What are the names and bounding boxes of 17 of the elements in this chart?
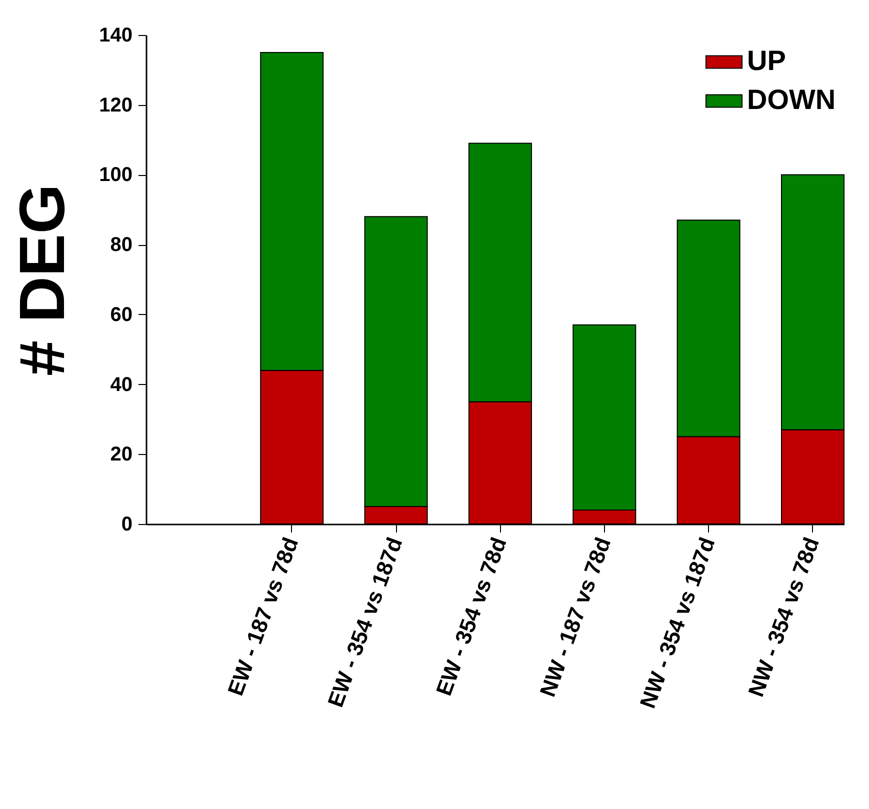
x-tick-label: EW - 187 vs 78d	[222, 534, 304, 699]
y-tick-label: 100	[99, 164, 132, 186]
x-tick-label: EW - 354 vs 187d	[322, 534, 408, 710]
y-tick-label: 40	[110, 374, 132, 396]
x-tick-label: NW - 187 vs 78d	[534, 534, 616, 700]
y-tick-label: 120	[99, 94, 132, 116]
y-tick-label: 20	[110, 444, 132, 466]
x-tick-label: EW - 354 vs 78d	[431, 534, 512, 699]
legend-label: DOWN	[747, 84, 836, 115]
y-tick-label: 140	[99, 24, 132, 46]
legend-label: UP	[747, 45, 786, 76]
y-tick-label: 60	[110, 304, 132, 326]
x-tick-label: NW - 354 vs 187d	[634, 534, 720, 712]
y-tick-label: 0	[121, 514, 132, 536]
x-tick-label: NW - 354 vs 78d	[743, 534, 824, 700]
y-axis-title: # DEG	[6, 184, 78, 376]
y-tick-label: 80	[110, 234, 132, 256]
